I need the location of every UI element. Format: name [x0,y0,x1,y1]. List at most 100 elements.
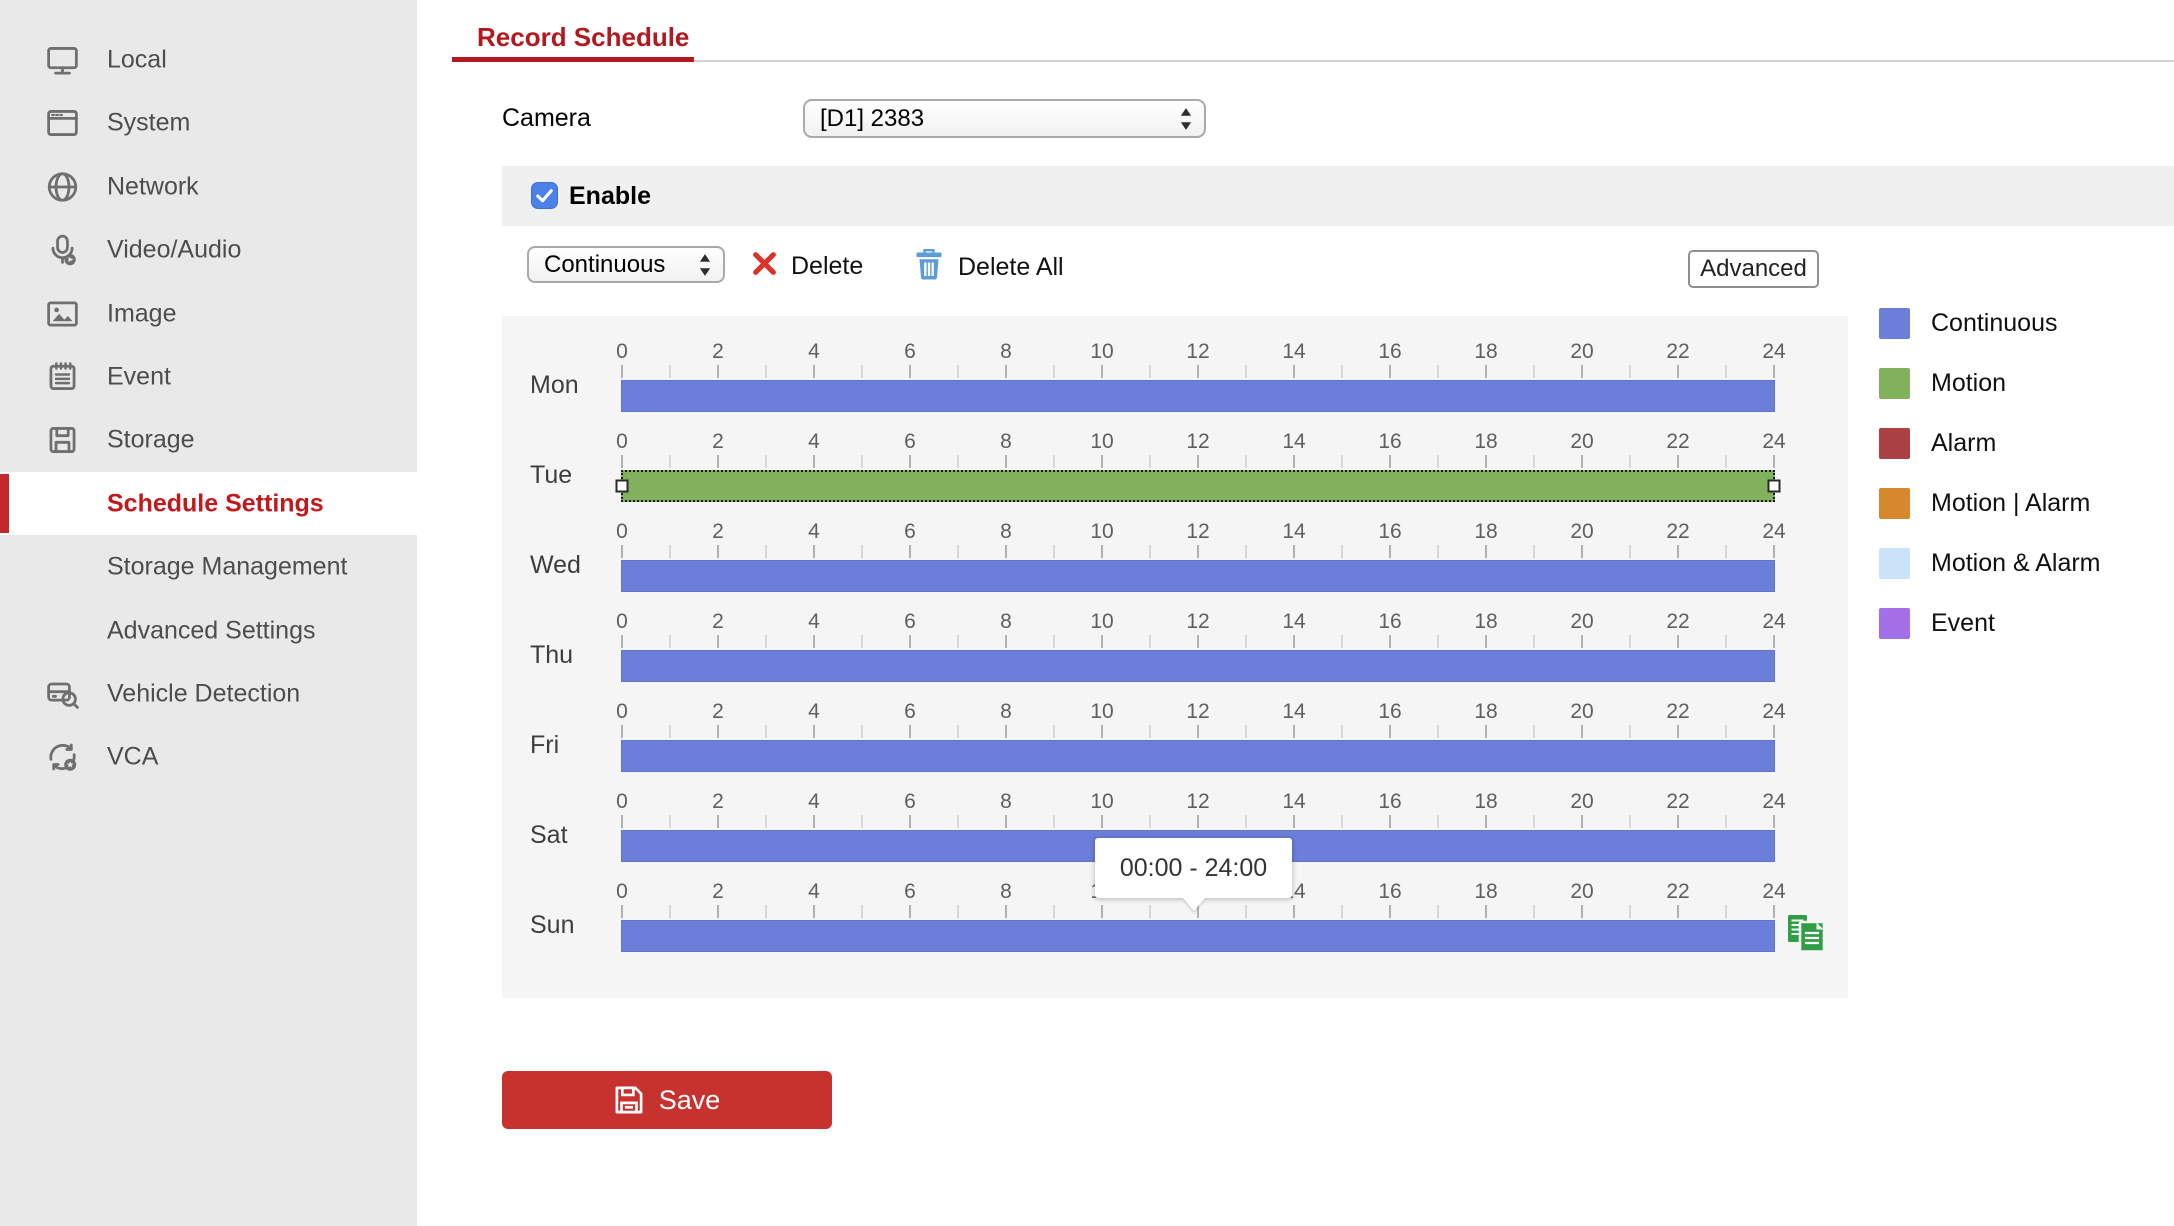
ruler-tick [1245,905,1247,918]
hour-label: 22 [1666,790,1690,813]
sidebar-item-vehicle-detection[interactable]: Vehicle Detection [0,662,417,725]
hour-label: 22 [1666,700,1690,723]
hour-label: 8 [1000,610,1012,633]
hour-label: 22 [1666,340,1690,363]
sidebar-item-schedule-settings[interactable]: Schedule Settings [0,472,417,535]
hour-label: 12 [1186,790,1210,813]
ruler-tick [669,455,671,468]
ruler-tick [1101,455,1103,468]
schedule-bar-fri[interactable] [621,740,1775,772]
hour-label: 10 [1090,520,1114,543]
hour-label: 22 [1666,610,1690,633]
sidebar-item-vca[interactable]: VCA [0,725,417,788]
ruler-tick [1197,455,1199,468]
ruler-tick [1149,815,1151,828]
hour-label: 10 [1090,610,1114,633]
sidebar-item-image[interactable]: Image [0,282,417,345]
hour-label: 14 [1282,700,1306,723]
hour-label: 14 [1282,340,1306,363]
sidebar-item-system[interactable]: System [0,91,417,154]
sidebar-item-advanced-settings[interactable]: Advanced Settings [0,599,417,662]
schedule-row-thu: Thu 0 2 4 6 8 10 12 14 16 18 20 22 24 [502,610,1848,700]
sidebar-item-network[interactable]: Network [0,155,417,218]
ruler-tick [909,455,911,468]
ruler-tick [1629,545,1631,558]
hour-label: 10 [1090,340,1114,363]
schedule-bar-sun[interactable] [621,920,1775,952]
ruler-tick [669,545,671,558]
ruler-tick [669,815,671,828]
sidebar-item-storage[interactable]: Storage [0,408,417,471]
ruler-tick [1629,365,1631,378]
ruler-tick [1245,725,1247,738]
sidebar-item-video-audio[interactable]: Video/Audio [0,218,417,281]
ruler-tick [621,815,623,828]
hour-label: 12 [1186,700,1210,723]
advanced-button[interactable]: Advanced [1688,250,1819,288]
legend-swatch [1879,428,1910,459]
hour-label: 16 [1378,790,1402,813]
sidebar-item-label: Image [107,299,177,327]
hour-label: 22 [1666,520,1690,543]
ruler-tick [1197,725,1199,738]
sidebar-item-storage-management[interactable]: Storage Management [0,535,417,598]
ruler-tick [1005,455,1007,468]
record-type-select[interactable]: Continuous [527,246,725,283]
ruler-tick [1485,905,1487,918]
ruler-tick [1389,365,1391,378]
ruler-tick [1053,725,1055,738]
ruler-tick [1581,815,1583,828]
sidebar-item-event[interactable]: Event [0,345,417,408]
hour-label: 14 [1282,790,1306,813]
save-button[interactable]: Save [502,1071,832,1129]
hour-label: 20 [1570,430,1594,453]
ruler-tick [1677,635,1679,648]
selection-handle-left[interactable] [615,479,629,493]
schedule-bar-mon[interactable] [621,380,1775,412]
ruler-tick [909,725,911,738]
hour-label: 18 [1474,610,1498,633]
vehicle-icon [44,675,81,712]
ruler-tick [1341,365,1343,378]
schedule-bar-thu[interactable] [621,650,1775,682]
schedule-row-tue: Tue 0 2 4 6 8 10 12 14 16 18 20 22 24 [502,430,1848,520]
ruler-tick [1437,635,1439,648]
copy-icon[interactable] [1786,913,1829,954]
ruler-tick [1293,365,1295,378]
ruler-tick [621,365,623,378]
legend-swatch [1879,368,1910,399]
hour-label: 2 [712,790,724,813]
ruler-tick [765,815,767,828]
ruler-tick [1629,455,1631,468]
delete-button[interactable]: Delete [751,250,863,282]
ruler-tick [717,365,719,378]
ruler-tick [861,455,863,468]
hour-label: 18 [1474,700,1498,723]
schedule-bar-tue[interactable] [615,470,1781,502]
ruler-tick [909,365,911,378]
hour-label: 6 [904,340,916,363]
selection-handle-right[interactable] [1767,479,1781,493]
ruler-tick [813,725,815,738]
delete-all-button[interactable]: Delete All [915,248,1064,286]
ruler-tick [1245,545,1247,558]
enable-checkbox[interactable] [531,182,558,209]
ruler-tick [1437,545,1439,558]
camera-label: Camera [502,104,591,132]
ruler-tick [1533,545,1535,558]
hour-label: 16 [1378,880,1402,903]
select-stepper-icon [1179,107,1193,131]
ruler-tick [1581,545,1583,558]
ruler-tick [1389,725,1391,738]
camera-select[interactable]: [D1] 2383 [803,99,1206,138]
ruler-tick [1389,455,1391,468]
image-icon [44,295,81,332]
ruler-tick [1149,365,1151,378]
ruler-tick [1773,905,1775,918]
tab-record-schedule[interactable]: Record Schedule [477,22,690,52]
hour-label: 12 [1186,520,1210,543]
hour-label: 0 [616,430,628,453]
legend-swatch [1879,308,1910,339]
schedule-bar-wed[interactable] [621,560,1775,592]
sidebar-item-local[interactable]: Local [0,28,417,91]
